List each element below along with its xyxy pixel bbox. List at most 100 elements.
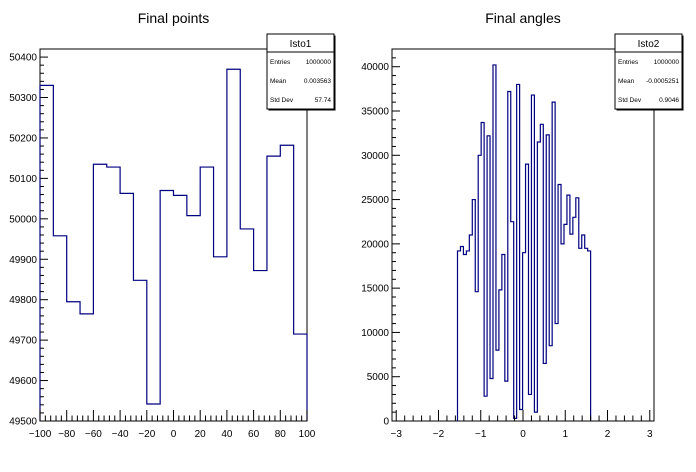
stats-box-frame [614, 33, 683, 110]
histogram-bin [93, 164, 106, 421]
histogram-bin [107, 167, 120, 421]
histogram-bin [546, 135, 549, 421]
histogram-bin [543, 363, 546, 421]
x-tick-label: −40 [112, 429, 129, 440]
histogram-bin [472, 200, 475, 421]
x-tick-label: 0 [171, 429, 177, 440]
histogram-bin [458, 251, 461, 421]
histogram-bin [564, 224, 567, 421]
histogram-bin [520, 409, 523, 421]
y-tick-label: 49600 [9, 376, 37, 387]
histogram-bin [505, 381, 508, 421]
y-tick-label: 50000 [9, 214, 37, 225]
y-tick-label: 50300 [9, 93, 37, 104]
stats-row-label: Entries [270, 59, 291, 66]
histogram-bin [490, 378, 493, 421]
y-tick-label: 49500 [9, 417, 37, 428]
y-tick-label: 0 [383, 417, 389, 428]
histogram-bin [573, 217, 576, 421]
y-tick-label: 50200 [9, 133, 37, 144]
histogram-bin [160, 191, 173, 421]
histogram-bin [517, 84, 520, 421]
y-tick-label: 50400 [9, 53, 37, 64]
histogram-bin [552, 102, 555, 421]
histogram-bin [570, 234, 573, 421]
chart-1: Final points −100 −80 −60 −40 −20 0 20 40 60 80 100… [9, 10, 336, 440]
histogram-bin [487, 136, 490, 421]
histogram-bin [531, 95, 534, 421]
histogram-bin [187, 216, 200, 421]
histogram-bin [579, 248, 582, 421]
histogram-bin [227, 69, 240, 421]
stats-row-label: Std Dev [618, 97, 642, 104]
histogram-bin [499, 290, 502, 421]
histogram-bin [80, 314, 93, 421]
stats-row-value: 57.74 [315, 97, 332, 104]
histogram-bin [493, 65, 496, 421]
x-tick-label: 60 [248, 429, 260, 440]
stats-row-label: Entries [618, 59, 639, 66]
y-tick-label: 30000 [361, 151, 389, 162]
chart-title: Final angles [485, 10, 561, 26]
x-tick-label: 0 [520, 429, 526, 440]
histogram-bin [561, 244, 564, 421]
histogram-bin [147, 404, 160, 421]
x-tick-label: −60 [85, 429, 102, 440]
histogram-bin [53, 236, 66, 421]
x-tick-label: −80 [58, 429, 75, 440]
x-tick-label: −1 [475, 429, 487, 440]
histogram-bin [254, 271, 267, 421]
y-tick-label: 50100 [9, 174, 37, 185]
histogram-bin [555, 324, 558, 421]
x-tick-label: −2 [433, 429, 445, 440]
histogram-bin [214, 257, 227, 421]
x-tick-label: 20 [195, 429, 207, 440]
stats-row-value: -0.0005251 [646, 78, 679, 85]
histogram-outline [39, 68, 308, 421]
histogram-bin [466, 251, 469, 421]
histogram-bin [200, 167, 213, 421]
y-tick-label: 40000 [361, 62, 389, 73]
histogram-bin [585, 248, 588, 421]
histogram-bin [508, 92, 511, 421]
stats-box: Isto2 Entries 1000000 Mean -0.0005251 Std Dev… [614, 33, 684, 111]
histogram-bin [537, 142, 540, 421]
x-tick-label: 40 [221, 429, 233, 440]
stats-row-value: 0.9046 [659, 97, 679, 104]
histogram-bin [502, 254, 505, 421]
chart-title: Final points [138, 10, 210, 26]
histogram-bin [484, 396, 487, 421]
stats-box-frame [266, 33, 335, 110]
stats-row-value: 1000000 [654, 59, 680, 66]
y-tick-label: 49700 [9, 336, 37, 347]
y-tick-label: 20000 [361, 239, 389, 250]
x-tick-label: 3 [647, 429, 653, 440]
y-tick-label: 49900 [9, 255, 37, 266]
histogram-bin [294, 334, 307, 421]
histogram-outline [456, 64, 592, 421]
stats-row-label: Mean [270, 78, 287, 85]
histogram-bin [549, 346, 552, 421]
y-tick-label: 25000 [361, 195, 389, 206]
histogram-bin [582, 235, 585, 421]
histogram-bin [540, 124, 543, 421]
histogram-bin [576, 198, 579, 421]
histogram-bin [469, 235, 472, 421]
stats-box: Isto1 Entries 1000000 Mean 0.003563 Std Dev 57… [266, 33, 336, 111]
histogram-bin [120, 193, 133, 421]
x-tick-label: 1 [562, 429, 568, 440]
x-tick-label: 80 [275, 429, 287, 440]
histogram-bin [526, 164, 529, 421]
histogram-bin [133, 280, 146, 421]
stats-row-label: Mean [618, 78, 635, 85]
histogram-bin [475, 292, 478, 421]
stats-row-label: Std Dev [270, 97, 294, 104]
y-tick-label: 15000 [361, 284, 389, 295]
stats-row-value: 0.003563 [304, 78, 331, 85]
histogram-bin [40, 85, 53, 421]
histogram-bin [588, 251, 591, 421]
histogram-bin [267, 156, 280, 421]
x-tick-label: −100 [29, 429, 52, 440]
y-tick-label: 49800 [9, 295, 37, 306]
